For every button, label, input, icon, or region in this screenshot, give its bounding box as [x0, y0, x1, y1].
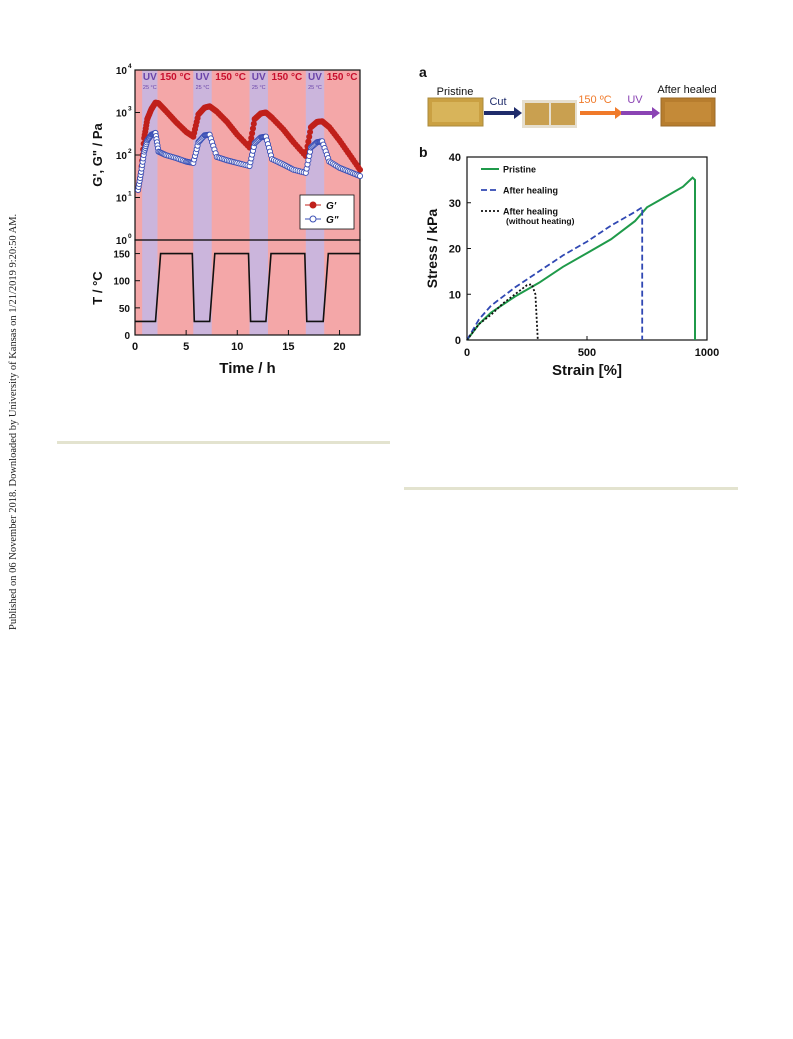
legend-marker-g-prime [309, 201, 317, 209]
photo-label-pristine: Pristine [437, 86, 474, 98]
arrow-heat [580, 107, 623, 119]
y-tick-label: 10 [116, 151, 128, 162]
x-tick-label: 10 [231, 341, 243, 353]
uv-band-label: UV [143, 72, 157, 83]
uv-band-label: UV [196, 72, 210, 83]
bottom-axis: 150 100 50 00 5 10 15 20 [113, 239, 361, 353]
legend-label-pristine: Pristine [503, 165, 536, 175]
left-column-rule [57, 441, 390, 444]
g-prime-point [305, 138, 312, 145]
uv-band-label: UV [308, 72, 322, 83]
series-after-healing [466, 205, 644, 341]
x-tick-label: 5 [183, 341, 189, 353]
uv-band-sublabel: 25 °C [252, 85, 266, 91]
x-axis-label: Strain [%] [552, 362, 622, 379]
arrow-uv [621, 107, 660, 119]
legend-label-without-heating-note: (without heating) [506, 216, 575, 226]
uv-band-label: UV [252, 72, 266, 83]
step-label-cut: Cut [489, 96, 506, 108]
plot-frame [466, 156, 708, 341]
photo-label-after-healed: After healed [657, 84, 716, 96]
legend-label-without-heating: After healing [503, 207, 558, 217]
x-tick-label: 15 [282, 341, 294, 353]
y-tick-exponent: 2 [128, 148, 132, 155]
uv-band-sublabel: 25 °C [196, 85, 210, 91]
axis-labels: G', G" / Pa T / °C Time / h [90, 123, 276, 377]
healing-figure: a Pristine After healed Cut 150 ºC UV b … [419, 64, 719, 379]
g-prime-point [306, 133, 313, 140]
stress-strain-series [466, 176, 696, 341]
top-y-axis-label: G', G" / Pa [90, 123, 105, 187]
heat-band-label: 150 °C [272, 72, 303, 83]
y-tick-label: 40 [449, 152, 461, 164]
series-after-healing-without-heating [466, 283, 539, 341]
y-tick-label: 30 [449, 198, 461, 210]
y-tick-label: 10 [116, 194, 128, 205]
modulus-series [135, 99, 364, 194]
y-tick-exponent: 0 [128, 233, 132, 240]
series-pristine [466, 176, 696, 341]
y-tick-label: 20 [449, 244, 461, 256]
x-tick-label: 1000 [695, 347, 719, 359]
photo-cut [522, 100, 577, 128]
uv-band-sublabel: 25 °C [308, 85, 322, 91]
legend-label-after-healing: After healing [503, 186, 558, 196]
y-tick-label: 0 [455, 335, 461, 347]
bottom-plot-frame [134, 239, 361, 336]
heat-band-label: 150 °C [160, 72, 191, 83]
heat-band-label: 150 °C [215, 72, 246, 83]
bottom-y-axis-label: T / °C [90, 271, 105, 305]
x-tick-label: 0 [132, 341, 138, 353]
arrow-cut [484, 107, 522, 119]
y-tick-label: 10 [116, 236, 128, 247]
stress-strain-axis-labels: Stress / kPa Strain [%] [424, 209, 622, 379]
temperature-line [135, 252, 360, 323]
x-tick-label: 0 [464, 347, 470, 359]
panel-a: a Pristine After healed Cut 150 ºC UV [419, 64, 717, 128]
g-prime-point [356, 166, 364, 173]
y-tick-label: 0 [124, 331, 130, 342]
step-label-uv: UV [627, 94, 643, 106]
y-tick-label: 10 [449, 289, 461, 301]
heat-band-label: 150 °C [327, 72, 358, 83]
panel-b-label: b [419, 144, 428, 160]
legend-label-g-double: G" [326, 215, 339, 226]
temperature-series [135, 252, 360, 323]
y-tick-label: 100 [113, 277, 130, 288]
right-column-rule [404, 487, 738, 490]
y-tick-label: 50 [119, 304, 131, 315]
step-label-heat: 150 ºC [578, 94, 611, 106]
margin-note-text: Published on 06 November 2018. Downloade… [8, 213, 19, 630]
uv-band-sublabel: 25 °C [143, 85, 157, 91]
y-tick-exponent: 4 [128, 63, 132, 70]
y-tick-label: 150 [113, 250, 130, 261]
x-axis-label: Time / h [219, 360, 275, 377]
modulus-legend: G' G" [299, 194, 355, 230]
legend-label-g-prime: G' [326, 201, 337, 212]
legend-marker-g-double [309, 215, 317, 223]
g-prime-point [307, 128, 314, 136]
y-axis-label: Stress / kPa [424, 209, 440, 289]
panel-a-label: a [419, 64, 427, 80]
x-tick-label: 20 [333, 341, 345, 353]
y-tick-exponent: 3 [128, 106, 132, 113]
legend-box [299, 194, 355, 230]
x-tick-label: 500 [578, 347, 596, 359]
y-tick-label: 10 [116, 66, 128, 77]
g-double-point [356, 172, 364, 180]
y-tick-exponent: 1 [128, 191, 132, 198]
y-tick-label: 10 [116, 109, 128, 120]
